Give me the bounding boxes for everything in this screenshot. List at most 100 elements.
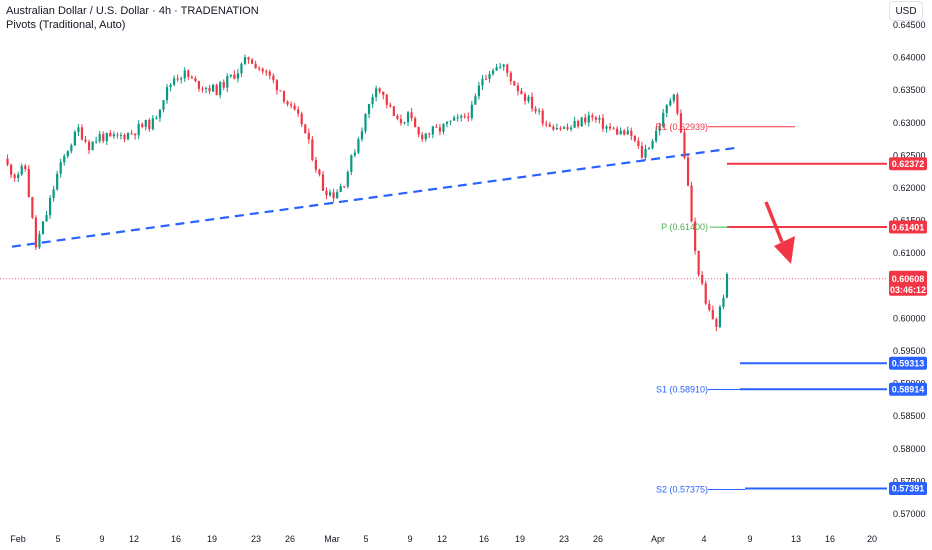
candle-body [70, 145, 73, 152]
candle-body [477, 85, 481, 97]
candle-body [318, 169, 321, 175]
candle-up [169, 82, 172, 92]
candle-down [378, 87, 381, 94]
candle-body [141, 123, 144, 127]
candle-up [460, 114, 463, 122]
candle-body [297, 109, 300, 114]
candle-body [456, 117, 459, 119]
candle-body [679, 113, 683, 133]
candle-up [357, 137, 360, 155]
candle-up [45, 211, 48, 222]
candle-body [41, 221, 45, 235]
candle-up [371, 93, 374, 109]
candle-body [6, 158, 9, 165]
candlestick-series [6, 54, 729, 332]
candle-up [598, 115, 601, 124]
candle-up [442, 123, 445, 135]
candle-body [449, 120, 452, 122]
candle-down [318, 168, 321, 177]
candle-up [73, 129, 76, 147]
candle-down [84, 135, 87, 144]
candle-down [417, 126, 420, 138]
candle-body [502, 64, 505, 67]
candle-body [559, 128, 562, 130]
candle-body [34, 217, 37, 248]
candle-down [6, 154, 9, 167]
candle-body [399, 118, 403, 124]
candle-body [123, 134, 126, 140]
candle-body [460, 115, 463, 118]
candle-body [410, 112, 413, 119]
candle-body [640, 145, 644, 158]
x-tick-label: 19 [207, 534, 217, 544]
candle-body [573, 121, 576, 128]
support-s2-badge [889, 482, 927, 496]
candle-body [523, 94, 527, 101]
candle-down [640, 142, 644, 159]
candle-up [453, 115, 456, 121]
candle-up [151, 115, 154, 131]
candle-down [435, 123, 438, 128]
candle-down [208, 84, 211, 95]
y-tick-label: 0.58000 [893, 444, 926, 454]
candle-up [173, 75, 176, 87]
candle-body [261, 68, 264, 72]
y-tick-label: 0.62500 [893, 150, 926, 160]
candle-body [243, 57, 247, 64]
y-tick-label: 0.57500 [893, 476, 926, 486]
candle-body [300, 113, 303, 125]
candle-down [187, 69, 190, 81]
candle-body [169, 84, 172, 88]
candle-body [619, 130, 622, 135]
candle-down [134, 133, 137, 140]
candle-down [530, 92, 534, 112]
candle-body [598, 117, 601, 120]
candle-body [371, 96, 374, 104]
candle-up [328, 189, 332, 197]
candle-down [261, 67, 264, 75]
candle-down [612, 126, 615, 130]
y-tick-label: 0.63000 [893, 118, 926, 128]
indicator-legend[interactable]: Pivots (Traditional, Auto) [6, 19, 126, 31]
candle-body [697, 250, 700, 275]
candle-body [325, 190, 328, 196]
candle-down [304, 124, 307, 134]
x-tick-label: 20 [867, 534, 877, 544]
x-tick-label: 9 [747, 534, 752, 544]
currency-button[interactable]: USD [889, 1, 923, 21]
candle-up [538, 107, 541, 115]
candle-up [573, 116, 576, 129]
candle-down [690, 181, 693, 223]
candle-up [495, 63, 498, 71]
candle-body [20, 165, 23, 175]
candle-up [336, 189, 339, 199]
candle-body [396, 115, 399, 119]
candle-up [658, 122, 661, 136]
candle-up [555, 123, 558, 130]
x-tick-label: Feb [10, 534, 26, 544]
candle-up [488, 70, 491, 83]
x-tick-label: 12 [129, 534, 139, 544]
candle-up [619, 127, 622, 135]
candle-body [718, 306, 722, 327]
candle-body [538, 110, 541, 112]
resistance-pivot-badge-text: 0.61401 [892, 222, 925, 232]
candle-body [258, 68, 261, 70]
candle-up [70, 143, 73, 154]
candle-down [584, 113, 587, 125]
candle-down [608, 122, 612, 131]
candle-body [304, 124, 307, 133]
candle-up [180, 76, 183, 84]
candle-up [431, 125, 434, 139]
candle-down [314, 157, 317, 173]
candle-body [229, 74, 232, 77]
candle-down [694, 217, 697, 255]
candle-body [272, 75, 275, 81]
candle-body [686, 157, 690, 186]
candle-body [254, 63, 257, 69]
candle-down [541, 108, 544, 127]
candle-down [414, 116, 417, 128]
candle-up [162, 99, 165, 113]
